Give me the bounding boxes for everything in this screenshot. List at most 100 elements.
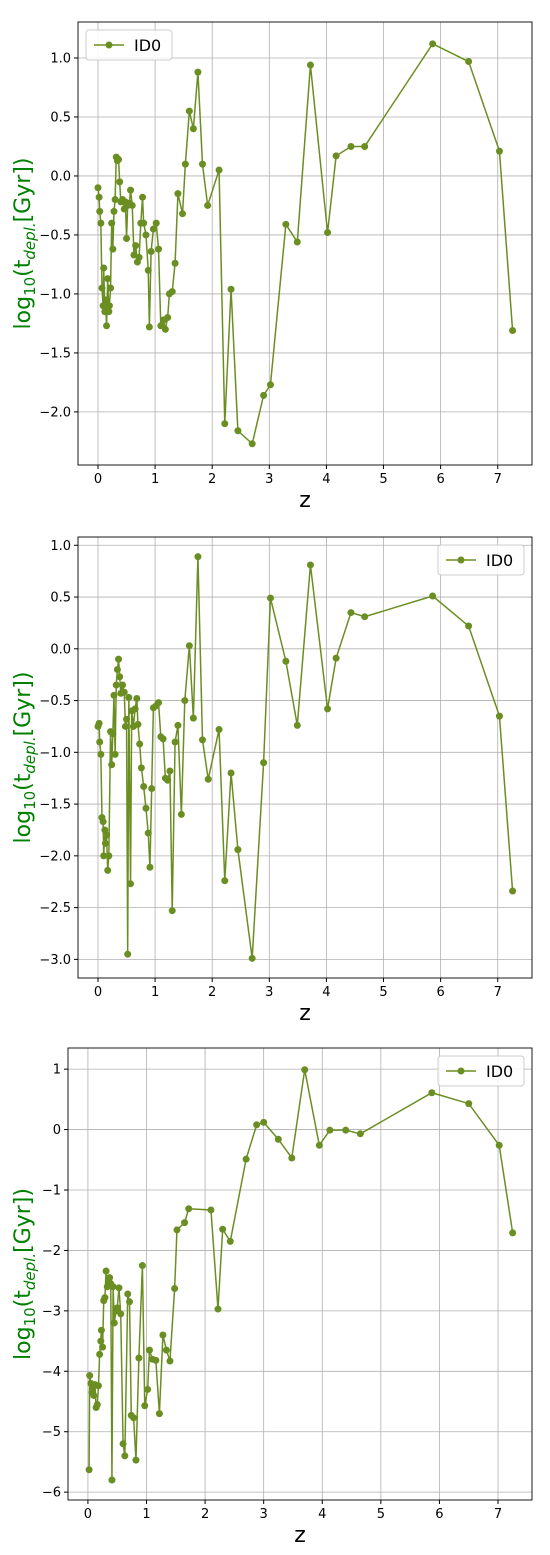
data-point	[226, 1237, 234, 1245]
legend-marker	[457, 1067, 465, 1075]
y-tick-label: −2	[42, 1244, 61, 1259]
data-point	[181, 697, 189, 705]
y-axis-label-part: log	[11, 810, 36, 844]
data-point	[123, 234, 131, 242]
data-point	[94, 1382, 102, 1390]
data-point	[144, 1385, 152, 1393]
y-axis-label-part: depl.	[21, 736, 39, 773]
x-tick-label: 0	[84, 1507, 92, 1522]
data-point	[145, 1346, 153, 1354]
data-point	[96, 1350, 104, 1358]
data-point	[135, 253, 143, 261]
data-point	[185, 1205, 193, 1213]
x-tick-label: 1	[151, 985, 159, 1000]
y-tick-label: 0.0	[50, 642, 71, 657]
data-point	[106, 1274, 114, 1282]
data-point	[121, 722, 129, 730]
y-tick-label: −1.5	[39, 798, 71, 813]
data-point	[242, 1155, 250, 1163]
data-point	[221, 877, 229, 885]
data-point	[96, 738, 104, 746]
data-point	[116, 673, 124, 681]
y-tick-label: −3	[42, 1304, 61, 1319]
y-tick-label: 1.0	[50, 51, 71, 66]
data-point	[142, 231, 150, 239]
data-point	[306, 61, 314, 69]
data-point	[110, 1319, 118, 1327]
data-point	[141, 1402, 149, 1410]
x-tick-label: 6	[435, 1507, 443, 1522]
data-point	[103, 831, 111, 839]
x-tick-label: 2	[201, 1507, 209, 1522]
x-tick-label: 2	[208, 472, 216, 487]
data-point	[127, 880, 135, 888]
y-tick-label: 0.5	[50, 591, 71, 606]
data-point	[429, 592, 437, 600]
series-line	[97, 42, 514, 446]
data-point	[125, 693, 133, 701]
data-point	[260, 1118, 268, 1126]
data-point	[194, 553, 202, 561]
data-point	[219, 1225, 227, 1233]
data-point	[248, 954, 256, 962]
data-point	[324, 229, 332, 237]
y-tick-label: −1	[42, 1184, 61, 1199]
data-point	[361, 142, 369, 150]
chart-panel: 0 1 2 3 4 5 6 7 −6 −5 −4 −3 −2 −1 0 1 z log10(tdepl.[Gyr]…	[11, 1047, 533, 1548]
plot-frame	[67, 1047, 533, 1501]
data-point	[166, 767, 174, 775]
data-point	[85, 1466, 93, 1474]
data-point	[147, 247, 155, 255]
y-axis-label-part: (t	[11, 259, 36, 277]
data-point	[164, 776, 172, 784]
data-point	[145, 323, 153, 331]
data-point	[96, 207, 104, 215]
data-point	[105, 302, 113, 310]
data-point	[117, 1310, 125, 1318]
data-point	[137, 764, 145, 772]
data-point	[120, 688, 128, 696]
y-axis-label-part: (t	[11, 1290, 36, 1308]
data-point	[159, 735, 167, 743]
data-point	[133, 694, 141, 702]
data-point	[155, 699, 163, 707]
data-point	[221, 420, 229, 428]
data-point	[128, 201, 136, 209]
legend-box	[437, 544, 525, 576]
data-point	[142, 804, 150, 812]
data-point	[109, 245, 117, 253]
data-point	[134, 720, 142, 728]
data-point	[326, 1126, 334, 1134]
y-tick-label: −0.5	[39, 228, 71, 243]
legend-label: ID0	[486, 551, 513, 570]
data-point	[347, 142, 355, 150]
data-point	[171, 1285, 179, 1293]
data-point	[99, 1343, 107, 1351]
data-point	[124, 1290, 132, 1298]
data-point	[100, 264, 108, 272]
data-point	[124, 950, 132, 958]
y-tick-label: −3.0	[39, 953, 71, 968]
data-point	[315, 1141, 323, 1149]
data-point	[101, 1294, 109, 1302]
x-tick-label: 5	[377, 1507, 385, 1522]
data-point	[144, 266, 152, 274]
data-point	[282, 220, 290, 228]
data-point	[146, 863, 154, 871]
data-point	[94, 184, 102, 192]
x-tick-label: 0	[94, 472, 102, 487]
data-point	[109, 1283, 117, 1291]
data-point	[260, 759, 268, 767]
data-point	[253, 1121, 261, 1129]
y-tick-label: −0.5	[39, 694, 71, 709]
x-tick-label: 4	[322, 985, 330, 1000]
data-point	[90, 1391, 98, 1399]
y-tick-label: 0.5	[50, 110, 71, 125]
x-tick-label: 6	[436, 472, 444, 487]
data-point	[97, 750, 105, 758]
data-point	[108, 1476, 116, 1484]
y-axis-label-part: log	[11, 296, 36, 330]
y-axis-label-part: depl.	[21, 1253, 39, 1290]
data-point	[198, 736, 206, 744]
